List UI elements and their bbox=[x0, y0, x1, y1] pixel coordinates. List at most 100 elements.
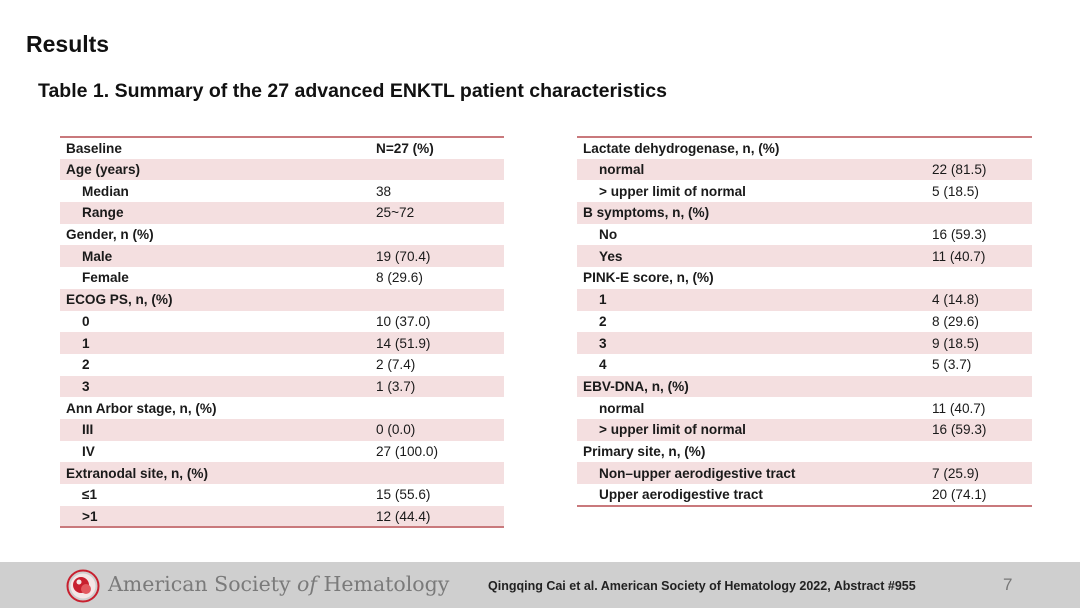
baseline-table-row: ECOG PS, n, (%) bbox=[60, 288, 504, 311]
row-label: Male bbox=[60, 245, 370, 268]
row-value bbox=[370, 397, 504, 419]
baseline-table-row: Male 19 (70.4) bbox=[60, 245, 504, 268]
row-value: 9 (18.5) bbox=[932, 332, 1032, 354]
row-value: 0 (0.0) bbox=[370, 418, 504, 441]
row-value: 38 bbox=[376, 183, 392, 199]
lab-characteristics-table: Lactate dehydrogenase, n, (%) normal 22 (8… bbox=[577, 136, 1032, 507]
row-label: B symptoms, n, (%) bbox=[577, 202, 932, 224]
row-value: 25~72 bbox=[370, 202, 504, 224]
row-value: 22 (81.5) bbox=[932, 158, 1032, 181]
row-value: 16 (59.3) bbox=[932, 418, 1032, 441]
row-label: ECOG PS, n, (%) bbox=[60, 288, 370, 311]
row-label: Primary site, n, (%) bbox=[583, 443, 706, 459]
row-label: Age (years) bbox=[60, 158, 370, 181]
row-label: Extranodal site, n, (%) bbox=[60, 462, 370, 484]
row-value: 5 (18.5) bbox=[932, 183, 979, 199]
row-label: IV bbox=[82, 443, 95, 459]
row-label: 2 bbox=[599, 313, 607, 329]
row-label: >1 bbox=[60, 505, 370, 529]
lab-table-row: normal 11 (40.7) bbox=[577, 397, 1032, 419]
header-label: Lactate dehydrogenase, n, (%) bbox=[577, 136, 932, 159]
table-caption: Table 1. Summary of the 27 advanced ENKT… bbox=[38, 80, 667, 102]
row-value: 19 (70.4) bbox=[370, 245, 504, 268]
lab-table-row: EBV-DNA, n, (%) bbox=[577, 375, 1032, 398]
ash-logo-icon bbox=[66, 569, 100, 603]
row-value bbox=[370, 288, 504, 311]
row-label: 1 bbox=[60, 332, 370, 354]
row-value bbox=[370, 158, 504, 181]
row-label: 4 bbox=[599, 357, 607, 373]
lab-table-row: > upper limit of normal 5 (18.5) bbox=[577, 180, 1032, 202]
row-label: > upper limit of normal bbox=[599, 183, 746, 199]
baseline-table-row: IV 27 (100.0) bbox=[60, 441, 504, 463]
row-label: normal bbox=[599, 400, 645, 416]
baseline-table-row: 1 14 (51.9) bbox=[60, 332, 504, 354]
lab-table-row: Upper aerodigestive tract 20 (74.1) bbox=[577, 484, 1032, 507]
row-label: Ann Arbor stage, n, (%) bbox=[66, 400, 217, 416]
row-label: Upper aerodigestive tract bbox=[577, 484, 932, 507]
baseline-table-row: Age (years) bbox=[60, 158, 504, 181]
row-value: 1 (3.7) bbox=[370, 375, 504, 398]
header-value: N=27 (%) bbox=[370, 136, 504, 159]
row-value bbox=[932, 202, 1032, 224]
header-label: Baseline bbox=[60, 136, 370, 159]
row-value: 16 (59.3) bbox=[932, 227, 987, 243]
lab-table-row: Primary site, n, (%) bbox=[577, 441, 1032, 463]
citation: Qingqing Cai et al. American Society of … bbox=[488, 579, 916, 593]
footer-bar: American Society of Hematology Qingqing … bbox=[0, 562, 1080, 608]
row-value: 10 (37.0) bbox=[376, 313, 431, 329]
baseline-table-row: III 0 (0.0) bbox=[60, 418, 504, 441]
lab-table-row: B symptoms, n, (%) bbox=[577, 202, 1032, 224]
baseline-table-row: Range 25~72 bbox=[60, 202, 504, 224]
baseline-table-row: Gender, n (%) bbox=[60, 224, 504, 246]
row-label: > upper limit of normal bbox=[577, 418, 932, 441]
organization-name: American Society of Hematology bbox=[108, 572, 450, 596]
row-value bbox=[370, 224, 504, 246]
row-label: Yes bbox=[577, 245, 932, 268]
row-value: 4 (14.8) bbox=[932, 288, 1032, 311]
row-value: 8 (29.6) bbox=[932, 313, 979, 329]
lab-table-row: 2 8 (29.6) bbox=[577, 311, 1032, 333]
row-value: 14 (51.9) bbox=[370, 332, 504, 354]
lab-table-row: normal 22 (81.5) bbox=[577, 158, 1032, 181]
row-label: Median bbox=[82, 183, 129, 199]
row-value: 20 (74.1) bbox=[932, 484, 1032, 507]
row-value: 11 (40.7) bbox=[932, 245, 1032, 268]
row-label: PINK-E score, n, (%) bbox=[583, 270, 714, 286]
row-value: 15 (55.6) bbox=[376, 487, 431, 503]
row-label: Range bbox=[60, 202, 370, 224]
row-value bbox=[370, 462, 504, 484]
baseline-table-row: Extranodal site, n, (%) bbox=[60, 462, 504, 484]
row-value: 7 (25.9) bbox=[932, 462, 1032, 484]
row-label: 3 bbox=[60, 375, 370, 398]
baseline-table-row: >1 12 (44.4) bbox=[60, 505, 504, 529]
baseline-header-row: Baseline N=27 (%) bbox=[60, 136, 504, 159]
baseline-table-row: Female 8 (29.6) bbox=[60, 267, 504, 289]
baseline-table-row: 0 10 (37.0) bbox=[60, 311, 504, 333]
baseline-table-row: Median 38 bbox=[60, 180, 504, 202]
page-number: 7 bbox=[1003, 575, 1013, 594]
lab-table-row: Yes 11 (40.7) bbox=[577, 245, 1032, 268]
page-heading: Results bbox=[26, 31, 110, 57]
lab-table-row: No 16 (59.3) bbox=[577, 224, 1032, 246]
row-value: 2 (7.4) bbox=[376, 357, 416, 373]
row-value bbox=[932, 375, 1032, 398]
baseline-table-row: Ann Arbor stage, n, (%) bbox=[60, 397, 504, 419]
row-label: 2 bbox=[82, 357, 90, 373]
lab-table-row: 4 5 (3.7) bbox=[577, 354, 1032, 376]
row-value: 8 (29.6) bbox=[376, 270, 423, 286]
row-value: 5 (3.7) bbox=[932, 357, 972, 373]
row-label: 1 bbox=[577, 288, 932, 311]
row-value: 11 (40.7) bbox=[932, 400, 986, 416]
header-value bbox=[932, 136, 1032, 159]
row-label: Female bbox=[82, 270, 129, 286]
row-value: 27 (100.0) bbox=[376, 443, 438, 459]
lab-header-row: Lactate dehydrogenase, n, (%) bbox=[577, 136, 1032, 159]
row-label: 0 bbox=[82, 313, 90, 329]
row-value: 12 (44.4) bbox=[370, 505, 504, 529]
row-value bbox=[932, 267, 1032, 289]
row-value bbox=[932, 441, 1032, 463]
